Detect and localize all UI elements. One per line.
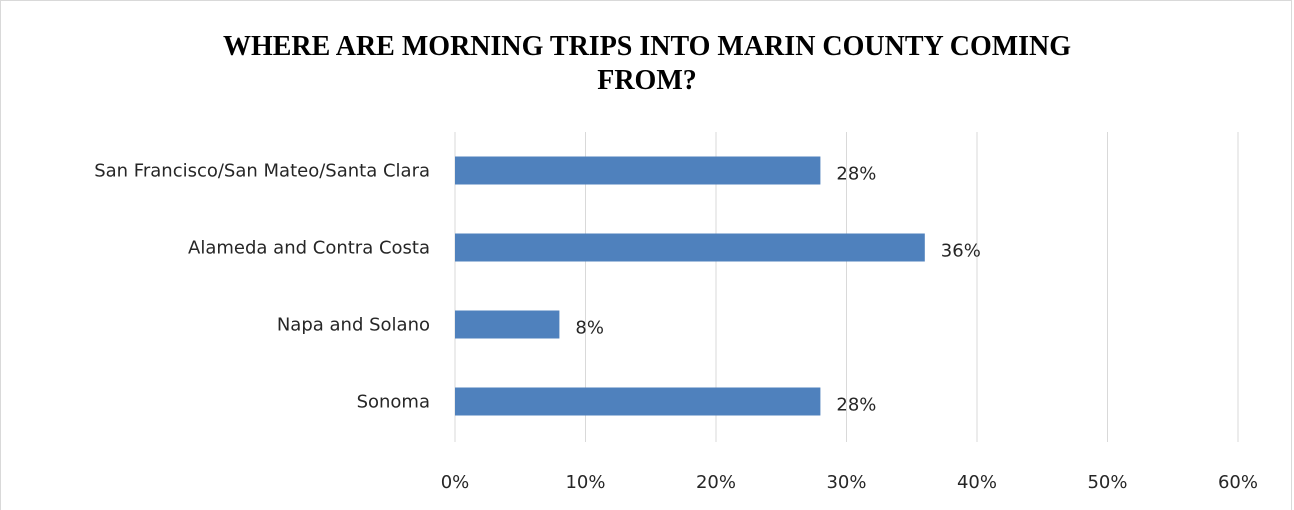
bar-1 (455, 233, 925, 262)
data-label-2: 8% (575, 318, 604, 339)
x-tick-label-2: 20% (696, 472, 736, 493)
x-tick-label-3: 30% (826, 472, 866, 493)
x-tick-label-5: 50% (1087, 472, 1127, 493)
x-tick-label-6: 60% (1218, 472, 1258, 493)
x-tick-label-0: 0% (441, 472, 470, 493)
category-label-1: Alameda and Contra Costa (188, 238, 430, 259)
bar-2 (455, 310, 560, 339)
bar-3 (455, 387, 821, 416)
category-label-2: Napa and Solano (277, 315, 430, 336)
chart-title-line-1: WHERE ARE MORNING TRIPS INTO MARIN COUNT… (222, 31, 1072, 62)
x-tick-label-1: 10% (565, 472, 605, 493)
bar-0 (455, 156, 821, 185)
data-label-0: 28% (836, 164, 876, 185)
data-label-3: 28% (836, 395, 876, 416)
category-label-0: San Francisco/San Mateo/Santa Clara (94, 161, 430, 182)
x-tick-label-4: 40% (957, 472, 997, 493)
chart-title-line-2: FROM? (597, 65, 697, 96)
chart-title: WHERE ARE MORNING TRIPS INTO MARIN COUNT… (0, 30, 1294, 98)
category-label-3: Sonoma (357, 392, 430, 413)
data-label-1: 36% (941, 241, 981, 262)
